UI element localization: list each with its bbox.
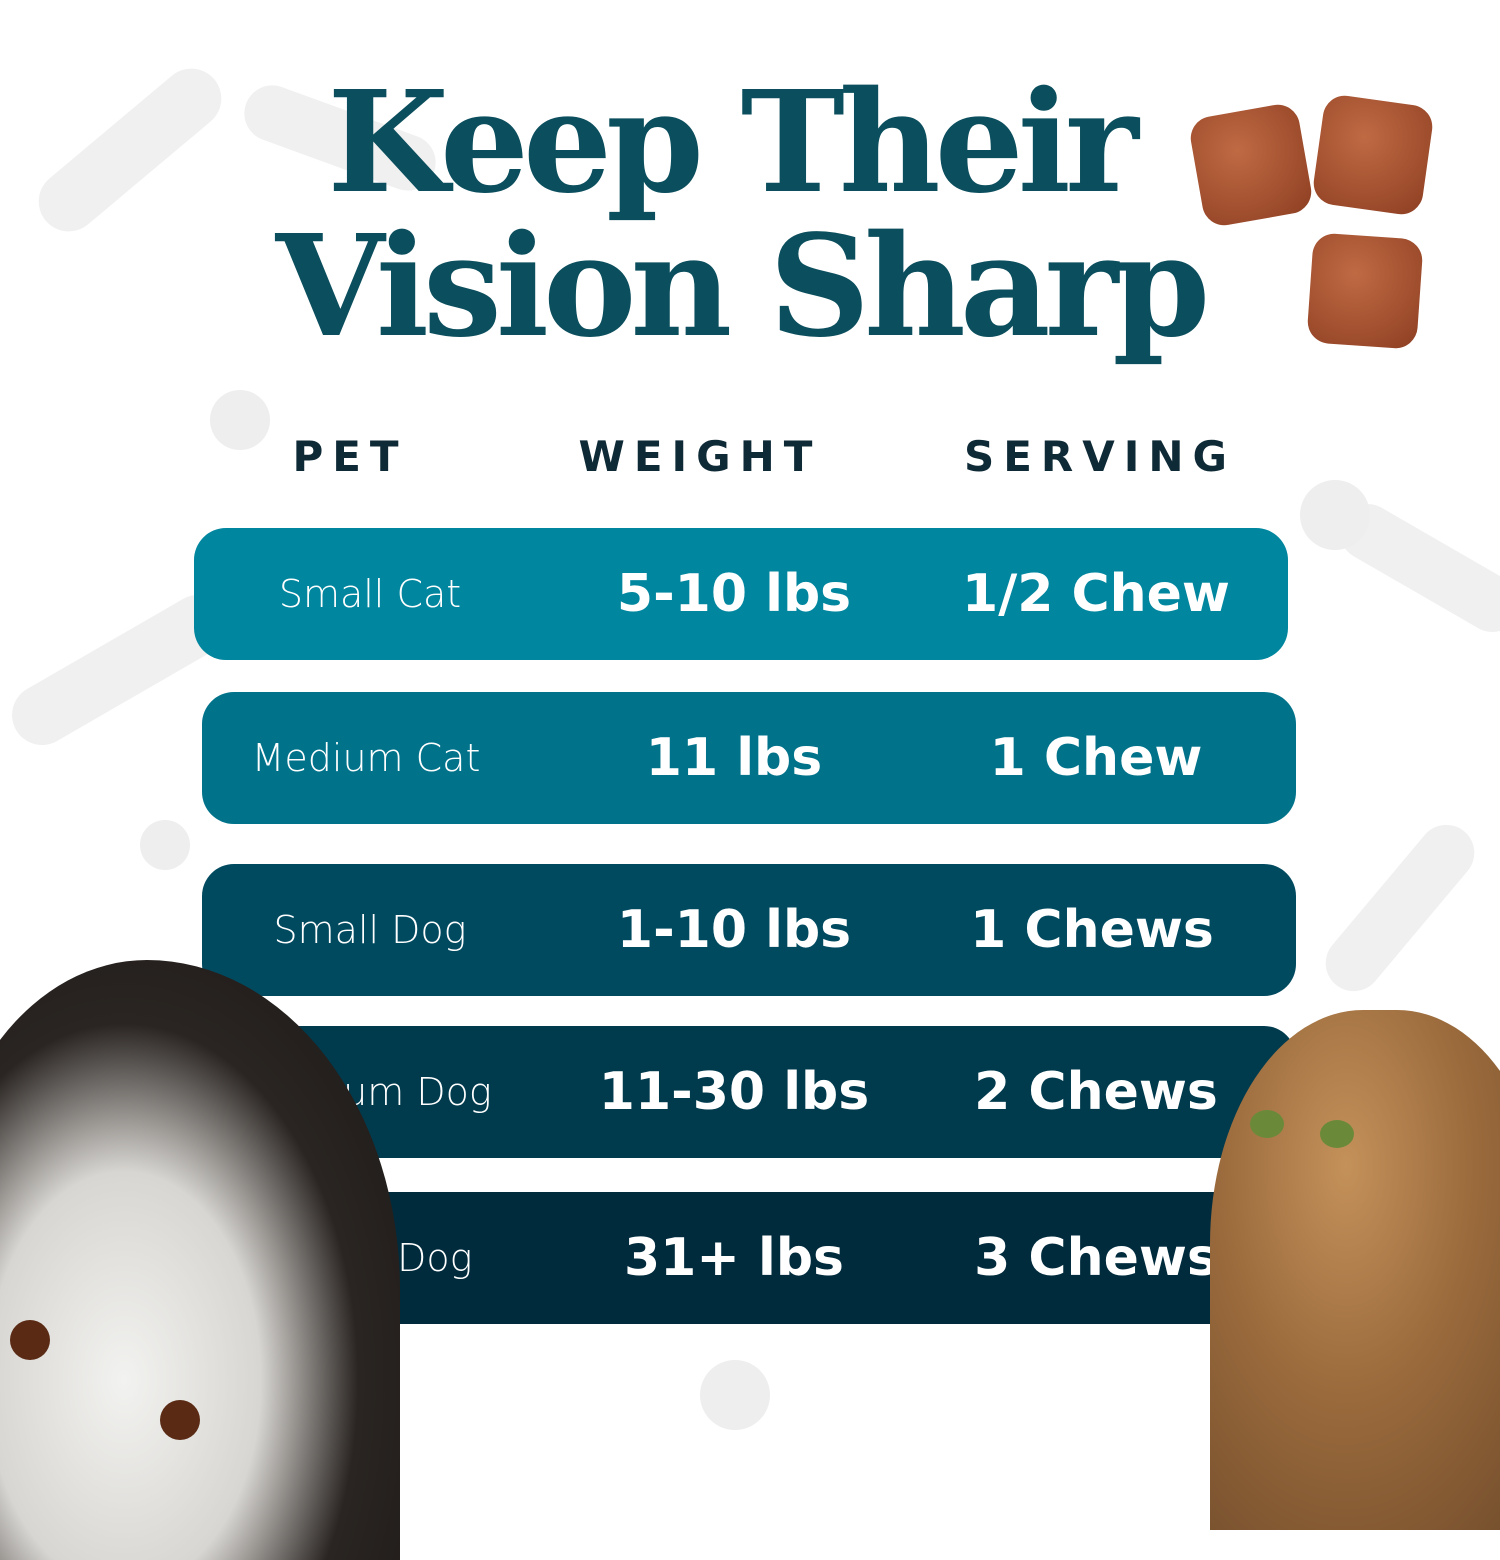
- weight-cell: 31+ lbs: [623, 1228, 845, 1288]
- table-row: Small Dog 1-10 lbs 1 Chews: [202, 864, 1296, 996]
- pet-cell: Small Cat: [278, 572, 462, 616]
- cat-image: [1210, 1010, 1500, 1530]
- serving-cell: 1 Chew: [989, 728, 1203, 788]
- pet-cell: Medium Cat: [251, 736, 481, 780]
- title-line-2: Vision Sharp: [275, 205, 1211, 369]
- weight-cell: 1-10 lbs: [616, 900, 852, 960]
- serving-cell: 1/2 Chew: [962, 564, 1230, 624]
- weight-cell: 5-10 lbs: [616, 564, 852, 624]
- serving-cell: 3 Chews: [974, 1228, 1218, 1288]
- header-pet: PET: [292, 432, 408, 481]
- serving-cell: 1 Chews: [970, 900, 1214, 960]
- weight-cell: 11-30 lbs: [598, 1062, 870, 1122]
- pet-cell: Small Dog: [273, 908, 467, 952]
- weight-cell: 11 lbs: [645, 728, 823, 788]
- title-line-1: Keep Their: [327, 61, 1138, 225]
- table-row: Medium Cat 11 lbs 1 Chew: [202, 692, 1296, 824]
- table-row: Small Cat 5-10 lbs 1/2 Chew: [194, 528, 1288, 660]
- header-weight: WEIGHT: [578, 432, 822, 481]
- serving-cell: 2 Chews: [974, 1062, 1218, 1122]
- header-serving: SERVING: [963, 432, 1237, 481]
